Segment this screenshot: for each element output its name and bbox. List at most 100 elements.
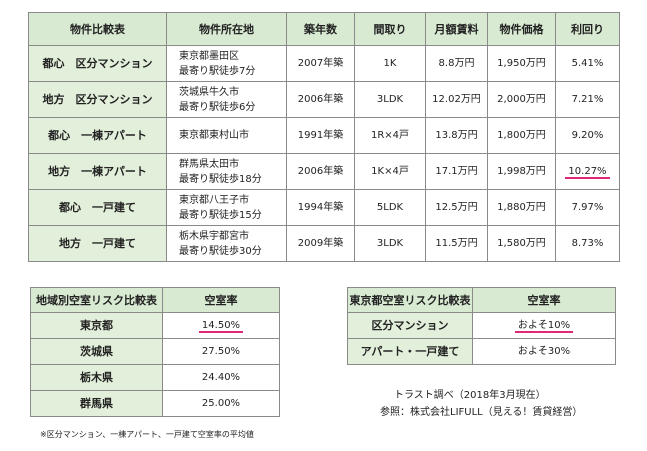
row-header: 都心 一戸建て [28, 189, 167, 226]
cell: 12.5万円 [425, 189, 488, 226]
header-row: 地域別空室リスク比較表 空室率 [30, 287, 280, 313]
highlighted-value: 14.50% [198, 320, 244, 333]
regional-vacancy-table: 地域別空室リスク比較表 空室率 東京都 14.50% 茨城県 27.50% 栃木県 24.40… [30, 287, 280, 417]
cell-line: 東京都八王子市 [179, 194, 249, 206]
cell: 1K×4戸 [354, 153, 426, 190]
cell: 茨城県牛久市最寄り駅徒歩6分 [166, 81, 287, 118]
row-header: 地方 区分マンション [28, 81, 167, 118]
cell-line: 茨城県牛久市 [179, 86, 239, 98]
cell: 2006年築 [286, 153, 355, 190]
cell: 27.50% [162, 338, 280, 365]
row: 地方 一棟アパート 群馬県太田市 最寄り駅徒歩18分 2006年築 1K×4戸 17.1万… [28, 153, 620, 190]
cell: 1R×4戸 [354, 117, 426, 154]
note: 参照：株式会社LIFULL（見える！賃貸経営） [380, 407, 583, 418]
cell: 10.27% [555, 153, 620, 190]
cell: 1991年築 [286, 117, 355, 154]
row: 群馬県 25.00% [30, 390, 280, 417]
cell: 13.8万円 [425, 117, 488, 154]
property-table: 物件比較表 物件所在地 築年数 間取り 月額賃料 物件価格 利回り 都心 区分マンション 東京都… [28, 12, 620, 262]
header-row: 物件比較表 物件所在地 築年数 間取り 月額賃料 物件価格 利回り [28, 12, 620, 46]
row-header: 地方 一戸建て [28, 225, 167, 262]
row: 茨城県 27.50% [30, 338, 280, 365]
cell: 1K [354, 45, 426, 82]
row-header: アパート・一戸建て [347, 338, 473, 365]
cell: 5.41% [555, 45, 620, 82]
highlighted-value: 10.27% [565, 166, 610, 179]
header-cell: 地域別空室リスク比較表 [30, 287, 163, 313]
cell: 2009年築 [286, 225, 355, 262]
header-cell: 東京都空室リスク比較表 [347, 287, 473, 313]
row: 都心 一棟アパート 東京都東村山市 1991年築 1R×4戸 13.8万円 1,800万円… [28, 117, 620, 154]
row-header: 栃木県 [30, 364, 163, 391]
cell: 11.5万円 [425, 225, 488, 262]
row: 都心 一戸建て 東京都八王子市 最寄り駅徒歩15分 1994年築 5LDK 12.5万円 1… [28, 189, 620, 226]
header-cell: 月額賃料 [425, 12, 488, 46]
row-header: 群馬県 [30, 390, 163, 417]
cell: 3LDK [354, 81, 426, 118]
cell: 1994年築 [286, 189, 355, 226]
row-header: 東京都 [30, 312, 163, 339]
cell: およそ30% [472, 338, 616, 365]
header-cell: 間取り [354, 12, 426, 46]
header-cell: 物件価格 [487, 12, 556, 46]
cell-line: 栃木県宇都宮市 [179, 230, 249, 242]
header-cell: 物件比較表 [28, 12, 167, 46]
row: アパート・一戸建て およそ30% [347, 338, 616, 365]
row-header: 区分マンション [347, 312, 473, 339]
footnote: ※区分マンション、一棟アパート、一戸建て空室率の平均値 [40, 430, 254, 439]
cell: 24.40% [162, 364, 280, 391]
cell-line: 最寄り駅徒歩18分 [179, 173, 262, 185]
header-cell: 築年数 [286, 12, 355, 46]
cell: 1,880万円 [487, 189, 556, 226]
cell-line: 最寄り駅徒歩7分 [179, 65, 256, 77]
cell: 7.21% [555, 81, 620, 118]
row: 地方 一戸建て 栃木県宇都宮市 最寄り駅徒歩30分 2009年築 3LDK 11.5万円 1… [28, 225, 620, 262]
cell-line: 東京都東村山市 [179, 130, 249, 141]
cell: 8.73% [555, 225, 620, 262]
cell: 1,800万円 [487, 117, 556, 154]
row: 都心 区分マンション 東京都墨田区 最寄り駅徒歩7分 2007年築 1K 8.8万円 1,9… [28, 45, 620, 82]
cell: 17.1万円 [425, 153, 488, 190]
cell: 9.20% [555, 117, 620, 154]
header-cell: 物件所在地 [166, 12, 287, 46]
row-header: 都心 一棟アパート [28, 117, 167, 154]
header-cell: 利回り [555, 12, 620, 46]
cell-line: 最寄り駅徒歩30分 [179, 245, 262, 257]
note: トラスト調べ（2018年3月現在） [394, 390, 546, 401]
tokyo-vacancy-table: 東京都空室リスク比較表 空室率 区分マンション およそ10% アパート・一戸建て およそ3… [347, 287, 616, 365]
cell: 1,950万円 [487, 45, 556, 82]
header-cell: 空室率 [472, 287, 616, 313]
cell: 14.50% [162, 312, 280, 339]
cell: 2006年築 [286, 81, 355, 118]
cell: 12.02万円 [425, 81, 488, 118]
cell: 2,000万円 [487, 81, 556, 118]
cell: 1,580万円 [487, 225, 556, 262]
cell: 25.00% [162, 390, 280, 417]
row: 東京都 14.50% [30, 312, 280, 339]
cell: 2007年築 [286, 45, 355, 82]
cell: 7.97% [555, 189, 620, 226]
cell: 群馬県太田市最寄り駅徒歩18分 [166, 153, 287, 190]
cell: 3LDK [354, 225, 426, 262]
cell-line: 群馬県太田市 [179, 158, 239, 170]
cell: 栃木県宇都宮市最寄り駅徒歩30分 [166, 225, 287, 262]
row-header: 地方 一棟アパート [28, 153, 167, 190]
row: 地方 区分マンション 茨城県牛久市 最寄り駅徒歩6分 2006年築 3LDK 12.02万… [28, 81, 620, 118]
row: 栃木県 24.40% [30, 364, 280, 391]
row-header: 都心 区分マンション [28, 45, 167, 82]
cell-line: 最寄り駅徒歩15分 [179, 209, 262, 221]
cell: 8.8万円 [425, 45, 488, 82]
highlighted-value: およそ10% [514, 320, 574, 333]
cell-line: 東京都墨田区 [179, 50, 239, 62]
cell: 5LDK [354, 189, 426, 226]
cell-line: 最寄り駅徒歩6分 [179, 101, 256, 113]
cell: 東京都東村山市 [166, 117, 287, 154]
header-row: 東京都空室リスク比較表 空室率 [347, 287, 616, 313]
cell: およそ10% [472, 312, 616, 339]
header-cell: 空室率 [162, 287, 280, 313]
cell: 東京都八王子市最寄り駅徒歩15分 [166, 189, 287, 226]
cell: 東京都墨田区最寄り駅徒歩7分 [166, 45, 287, 82]
cell: 1,998万円 [487, 153, 556, 190]
row: 区分マンション およそ10% [347, 312, 616, 339]
